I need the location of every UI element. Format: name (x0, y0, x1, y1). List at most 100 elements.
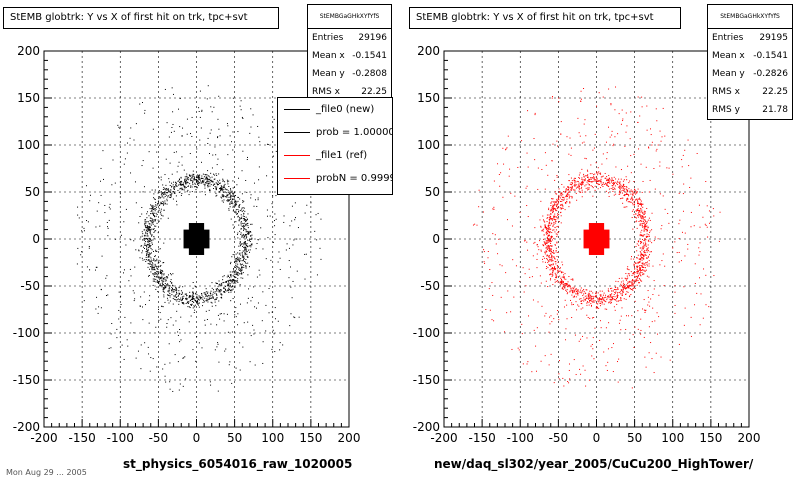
scatter-point (611, 347, 613, 349)
scatter-point (169, 285, 171, 287)
right-stats-row: Mean y -0.2826 (712, 69, 788, 79)
scatter-point (194, 176, 196, 178)
scatter-point (181, 188, 183, 190)
scatter-point (126, 142, 128, 144)
scatter-point (271, 348, 273, 350)
scatter-point (552, 260, 554, 262)
scatter-point (279, 349, 281, 351)
scatter-point (179, 181, 181, 183)
scatter-point (676, 252, 678, 254)
scatter-point (555, 193, 557, 195)
scatter-point (209, 179, 211, 181)
scatter-point (651, 144, 653, 146)
scatter-point (154, 276, 156, 278)
scatter-point (247, 233, 249, 235)
scatter-point (229, 196, 231, 198)
scatter-point (592, 296, 594, 298)
scatter-point (242, 233, 244, 235)
scatter-point (207, 298, 209, 300)
scatter-point (156, 276, 158, 278)
scatter-point (184, 356, 186, 358)
scatter-point (605, 294, 607, 296)
scatter-point (580, 90, 582, 92)
scatter-point (191, 176, 193, 178)
scatter-point (150, 271, 152, 273)
scatter-point (201, 181, 203, 183)
scatter-point (659, 161, 661, 163)
scatter-point (632, 287, 634, 289)
scatter-point (191, 304, 193, 306)
scatter-point (570, 278, 572, 280)
scatter-point (641, 257, 643, 259)
scatter-point (632, 280, 634, 282)
scatter-point (209, 132, 211, 134)
scatter-point (640, 247, 642, 249)
scatter-point (238, 259, 240, 261)
scatter-point (621, 286, 623, 288)
scatter-point (243, 266, 245, 268)
scatter-point (533, 138, 535, 140)
scatter-point (633, 285, 635, 287)
scatter-point (614, 109, 616, 111)
scatter-point (638, 240, 640, 242)
scatter-point (237, 208, 239, 210)
scatter-point (175, 182, 177, 184)
scatter-point (221, 187, 223, 189)
scatter-point (637, 254, 639, 256)
scatter-point (602, 184, 604, 186)
scatter-point (169, 293, 171, 295)
scatter-point (583, 291, 585, 293)
scatter-point (626, 189, 628, 191)
scatter-point (77, 214, 79, 216)
scatter-point (550, 257, 552, 259)
scatter-point (628, 296, 630, 298)
scatter-point (198, 184, 200, 186)
scatter-point (533, 242, 535, 244)
scatter-point (142, 233, 144, 235)
scatter-point (158, 259, 160, 261)
scatter-point (148, 239, 150, 241)
scatter-point (218, 191, 220, 193)
scatter-point (624, 283, 626, 285)
scatter-point (611, 179, 613, 181)
scatter-point (623, 188, 625, 190)
scatter-point (600, 187, 602, 189)
scatter-point (146, 224, 148, 226)
scatter-point (631, 198, 633, 200)
scatter-point (645, 221, 647, 223)
scatter-point (545, 232, 547, 234)
scatter-point (207, 184, 209, 186)
scatter-point (100, 288, 102, 290)
scatter-point (639, 269, 641, 271)
scatter-point (316, 239, 318, 241)
scatter-point (160, 203, 162, 205)
scatter-point (185, 178, 187, 180)
scatter-point (231, 256, 233, 258)
scatter-point (310, 202, 312, 204)
scatter-point (583, 87, 585, 89)
scatter-point (611, 290, 613, 292)
scatter-point (611, 299, 613, 301)
scatter-point (147, 263, 149, 265)
scatter-point (151, 240, 153, 242)
scatter-point (554, 267, 556, 269)
scatter-point (160, 202, 162, 204)
scatter-point (98, 202, 100, 204)
y-tick-label: -150 (413, 373, 440, 387)
scatter-point (637, 201, 639, 203)
scatter-point (597, 300, 599, 302)
scatter-point (148, 259, 150, 261)
scatter-point (218, 283, 220, 285)
scatter-point (83, 300, 85, 302)
scatter-point (588, 379, 590, 381)
scatter-point (681, 166, 683, 168)
scatter-point (220, 290, 222, 292)
scatter-point (160, 264, 162, 266)
scatter-point (223, 320, 225, 322)
scatter-point (251, 234, 253, 236)
scatter-point (621, 293, 623, 295)
scatter-point (153, 208, 155, 210)
scatter-point (148, 241, 150, 243)
scatter-point (554, 281, 556, 283)
scatter-point (556, 140, 558, 142)
